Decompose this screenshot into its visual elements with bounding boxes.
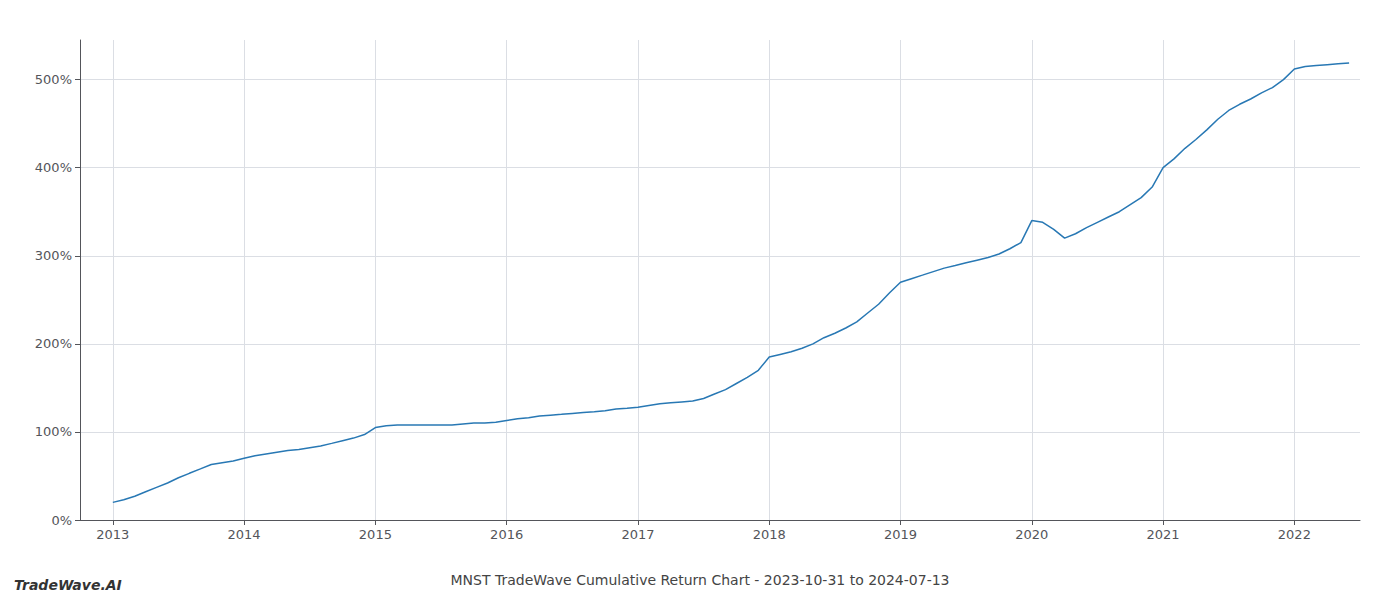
- svg-text:400%: 400%: [35, 160, 72, 175]
- svg-text:2014: 2014: [228, 527, 261, 542]
- svg-text:0%: 0%: [51, 513, 72, 528]
- svg-text:100%: 100%: [35, 424, 72, 439]
- svg-text:2021: 2021: [1147, 527, 1180, 542]
- svg-text:2015: 2015: [359, 527, 392, 542]
- svg-text:2018: 2018: [753, 527, 786, 542]
- svg-text:2017: 2017: [621, 527, 654, 542]
- svg-text:200%: 200%: [35, 336, 72, 351]
- svg-text:2013: 2013: [96, 527, 129, 542]
- svg-text:2019: 2019: [884, 527, 917, 542]
- svg-text:TradeWave.AI: TradeWave.AI: [14, 577, 122, 593]
- svg-text:MNST TradeWave Cumulative Retu: MNST TradeWave Cumulative Return Chart -…: [450, 572, 949, 588]
- svg-text:2016: 2016: [490, 527, 523, 542]
- svg-text:2022: 2022: [1278, 527, 1311, 542]
- svg-text:300%: 300%: [35, 248, 72, 263]
- svg-text:500%: 500%: [35, 72, 72, 87]
- svg-text:2020: 2020: [1015, 527, 1048, 542]
